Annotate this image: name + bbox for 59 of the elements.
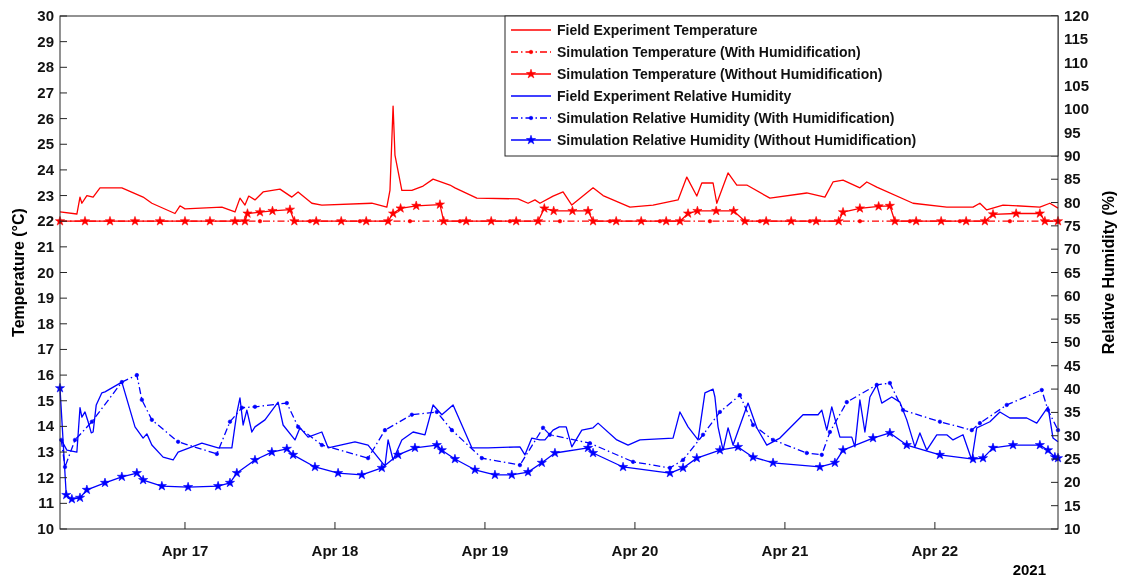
y-tick-label: 27 [37,83,54,101]
y2-tick-label: 70 [1064,240,1081,258]
y-axis-title: Temperature (°C) [10,208,27,337]
y-tick-label: 26 [37,109,54,127]
y-tick-label: 22 [37,212,54,230]
y-tick-label: 30 [37,7,54,24]
y-tick-label: 24 [37,160,55,178]
legend-label: Simulation Temperature (With Humidification) [557,44,861,60]
x-tick-label: Apr 19 [461,542,509,559]
y2-tick-label: 110 [1064,53,1089,71]
y-tick-label: 16 [37,366,54,384]
x-tick-label: Apr 18 [311,542,359,559]
legend-label: Simulation Relative Humidity (Without Humidification) [557,132,917,148]
y2-tick-label: 90 [1064,146,1081,164]
y2-axis-title: Relative Humidity (%) [1100,190,1117,355]
y2-tick-label: 15 [1064,496,1081,514]
y2-tick-label: 20 [1064,473,1081,491]
y-tick-label: 15 [37,391,54,409]
y-tick-label: 12 [37,468,54,486]
y2-tick-label: 100 [1064,100,1090,118]
x-tick-label: Apr 17 [161,542,209,559]
y-tick-label: 28 [37,58,54,76]
y2-tick-label: 55 [1064,310,1081,328]
y2-tick-label: 45 [1064,356,1081,374]
y2-tick-label: 80 [1064,193,1081,211]
y2-tick-label: 95 [1064,123,1081,141]
y2-tick-label: 35 [1064,403,1081,421]
y-tick-label: 10 [37,520,54,537]
y2-tick-label: 65 [1064,263,1081,281]
legend-label: Simulation Temperature (Without Humidification) [557,66,883,82]
text: 2021 [1012,561,1046,578]
y-tick-label: 18 [37,314,54,332]
x-tick-label: Apr 21 [761,542,809,559]
x-tick-label: Apr 22 [911,542,959,559]
y2-tick-label: 120 [1064,7,1090,24]
y-tick-label: 21 [37,237,54,255]
y2-tick-label: 10 [1064,520,1081,537]
legend-label: Simulation Relative Humidity (With Humidification) [557,110,895,126]
y-tick-label: 13 [37,443,54,461]
y-tick-label: 14 [37,417,55,435]
y-tick-label: 17 [37,340,54,358]
legend-label: Field Experiment Relative Humidity [557,88,792,104]
y2-tick-label: 25 [1064,450,1081,468]
y-tick-label: 11 [38,494,54,512]
y2-tick-label: 50 [1064,333,1081,351]
y2-tick-label: 30 [1064,426,1081,444]
y2-tick-label: 105 [1064,76,1090,94]
y2-tick-label: 40 [1064,380,1081,398]
y2-tick-label: 75 [1064,216,1081,234]
y2-tick-label: 85 [1064,170,1081,188]
y-tick-label: 20 [37,263,54,281]
y-tick-label: 19 [37,289,54,307]
legend-label: Field Experiment Temperature [557,22,758,38]
y2-tick-label: 60 [1064,286,1081,304]
y2-tick-label: 115 [1064,30,1089,48]
y-tick-label: 25 [37,135,54,153]
y-tick-label: 29 [37,32,54,50]
y-tick-label: 23 [37,186,54,204]
x-tick-label: Apr 20 [611,542,659,559]
